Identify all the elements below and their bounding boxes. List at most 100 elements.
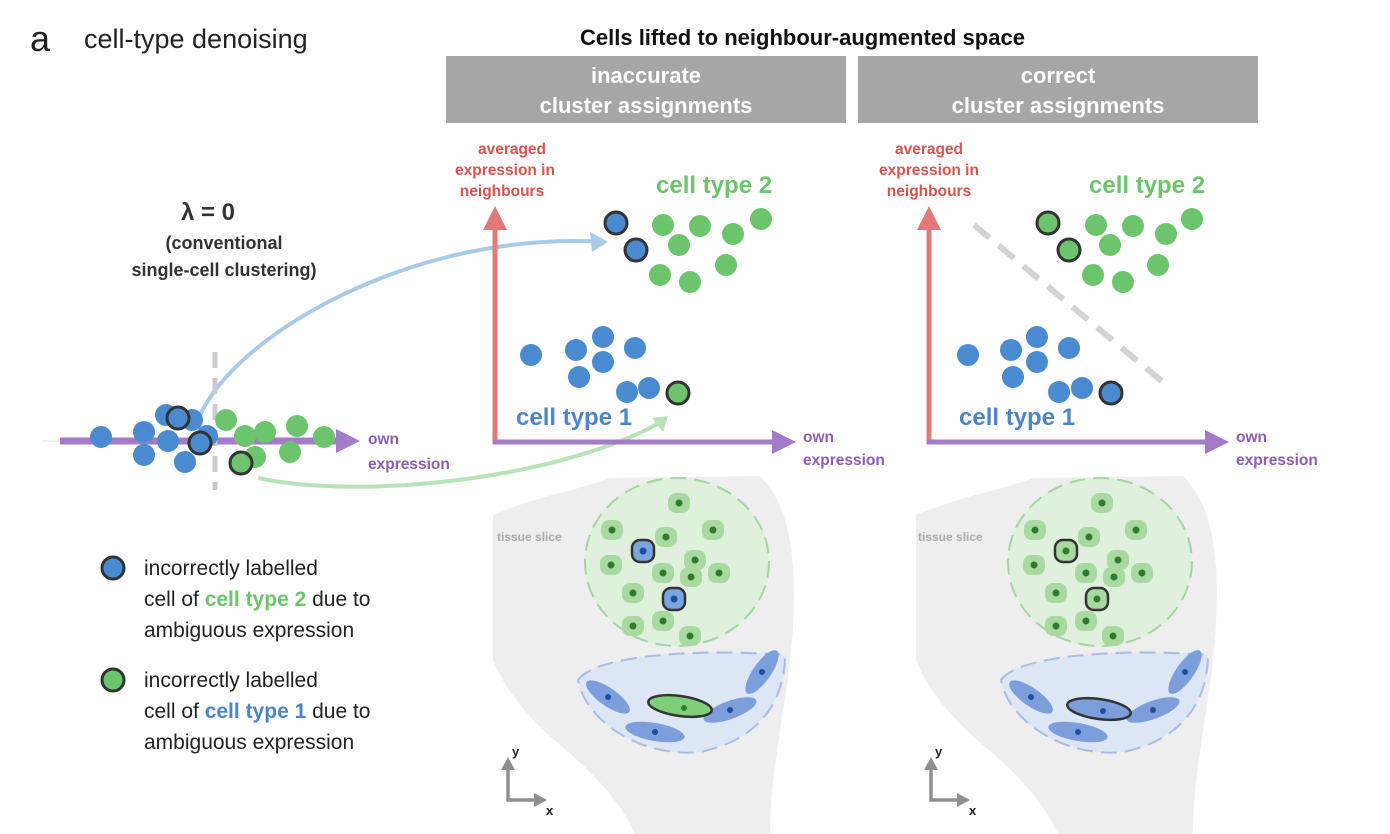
tissue-cell-nucleus	[759, 669, 765, 675]
cell-green	[1099, 234, 1121, 256]
tissue-cell-nucleus	[681, 705, 687, 711]
cell-green	[234, 425, 256, 447]
section-header: Cells lifted to neighbour-augmented spac…	[580, 25, 1025, 50]
cell-blue	[616, 381, 638, 403]
y-label-line2: expression in	[455, 162, 555, 179]
tissue-cell-nucleus	[1150, 707, 1156, 713]
tissue-cell-nucleus	[675, 499, 683, 507]
cell-blue	[133, 444, 155, 466]
tissue-blue-cells	[586, 650, 779, 743]
cell-green	[215, 409, 237, 431]
conventional-line1: (conventional	[165, 233, 282, 253]
coord-x-label: x	[969, 803, 977, 818]
tissue-cell-nucleus	[639, 547, 647, 555]
cluster-label-type2: cell type 2	[656, 172, 772, 199]
tissue-cell-nucleus	[607, 561, 615, 569]
legend-1-line3: ambiguous expression	[144, 619, 354, 642]
tissue-cell-nucleus	[652, 729, 658, 735]
tissue-cell-nucleus	[1138, 569, 1146, 577]
y-label-line1: averaged	[895, 141, 963, 158]
cell-blue	[1071, 377, 1093, 399]
legend-2-line1: incorrectly labelled	[144, 669, 318, 692]
lift-arrow-blue	[198, 239, 606, 416]
cell-blue	[592, 351, 614, 373]
cell-green	[313, 426, 335, 448]
y-label-line3: neighbours	[460, 183, 544, 200]
y-label-line1: averaged	[478, 141, 546, 158]
cell-blue	[157, 430, 179, 452]
tissue-blue-cells	[1009, 650, 1202, 743]
cell-green	[679, 271, 701, 293]
cell-blue	[1058, 337, 1080, 359]
cell-blue	[90, 426, 112, 448]
tissue-green-cells	[600, 493, 730, 646]
cell-corrected-blue	[1098, 380, 1124, 406]
tissue-cell-nucleus	[1082, 617, 1090, 625]
tissue-cell-nucleus	[670, 595, 678, 603]
legend-2-line3: ambiguous expression	[144, 731, 354, 754]
own-expression-arrowhead	[336, 429, 360, 453]
panel-title: cell-type denoising	[84, 24, 308, 54]
legend-item-2: incorrectly labelled cell of cell type 1…	[100, 667, 371, 754]
cluster-label-type1: cell type 1	[959, 404, 1075, 431]
cluster-green	[603, 208, 772, 293]
x-label-line2: expression	[1236, 452, 1318, 469]
coord-y-label: y	[512, 744, 520, 759]
cell-green	[1155, 223, 1177, 245]
tissue-cell-nucleus	[605, 694, 611, 700]
tissue-cell-nucleus	[662, 533, 670, 541]
tissue-cell-nucleus	[727, 707, 733, 713]
cell-green	[750, 208, 772, 230]
panel-letter: a	[30, 18, 51, 59]
y-axis-arrowhead	[483, 206, 507, 230]
cell-green	[1122, 215, 1144, 237]
cluster-label-type2: cell type 2	[1089, 172, 1205, 199]
cluster-green	[1035, 208, 1203, 293]
cell-green	[715, 254, 737, 276]
x-axis-arrowhead	[772, 430, 796, 454]
cell-blue	[174, 451, 196, 473]
legend-2-line2: cell of cell type 1 due to	[144, 700, 371, 723]
tissue-label: tissue slice	[497, 530, 562, 544]
tissue-cell-nucleus	[608, 526, 616, 534]
lambda-label: λ = 0	[181, 199, 235, 226]
tissue-cell-nucleus	[1085, 533, 1093, 541]
x-label-line2: expression	[803, 452, 885, 469]
coord-y-label: y	[935, 744, 943, 759]
tissue-cell-nucleus	[1093, 595, 1101, 603]
tissue-cell-nucleus	[1075, 729, 1081, 735]
cell-blue	[1048, 381, 1070, 403]
coord-arrow-y	[501, 757, 515, 770]
tissue-cell-nucleus	[629, 622, 637, 630]
cell-blue	[638, 377, 660, 399]
cell-green	[668, 234, 690, 256]
tissue-cell-nucleus	[709, 526, 717, 534]
tissue-cell-nucleus	[686, 632, 694, 640]
cluster-label-type1: cell type 1	[516, 404, 632, 431]
legend-1-line1: incorrectly labelled	[144, 557, 318, 580]
cell-green	[689, 215, 711, 237]
left-x-label-line1: own	[368, 431, 399, 448]
cell-green	[722, 223, 744, 245]
tissue-cell-nucleus	[659, 617, 667, 625]
legend-marker-green	[100, 667, 126, 693]
cell-green	[279, 441, 301, 463]
box-correct-line1: correct	[1021, 63, 1096, 88]
coord-arrow-x	[534, 793, 547, 807]
left-x-label-line2: expression	[368, 456, 450, 473]
tissue-cell-nucleus	[1031, 526, 1039, 534]
header-box-correct	[858, 56, 1258, 123]
tissue-cell-nucleus	[1110, 573, 1118, 581]
cell-green	[1181, 208, 1203, 230]
tissue-label: tissue slice	[918, 530, 983, 544]
green-region	[1007, 477, 1193, 647]
decision-boundary	[972, 222, 1166, 386]
cell-green	[652, 214, 674, 236]
cell-green	[286, 415, 308, 437]
tissue-cell-mislabelled-green	[647, 693, 713, 719]
cell-corrected-green	[1056, 237, 1082, 263]
header-box-inaccurate	[446, 56, 846, 123]
cluster-blue	[957, 326, 1124, 406]
cell-green	[254, 421, 276, 443]
